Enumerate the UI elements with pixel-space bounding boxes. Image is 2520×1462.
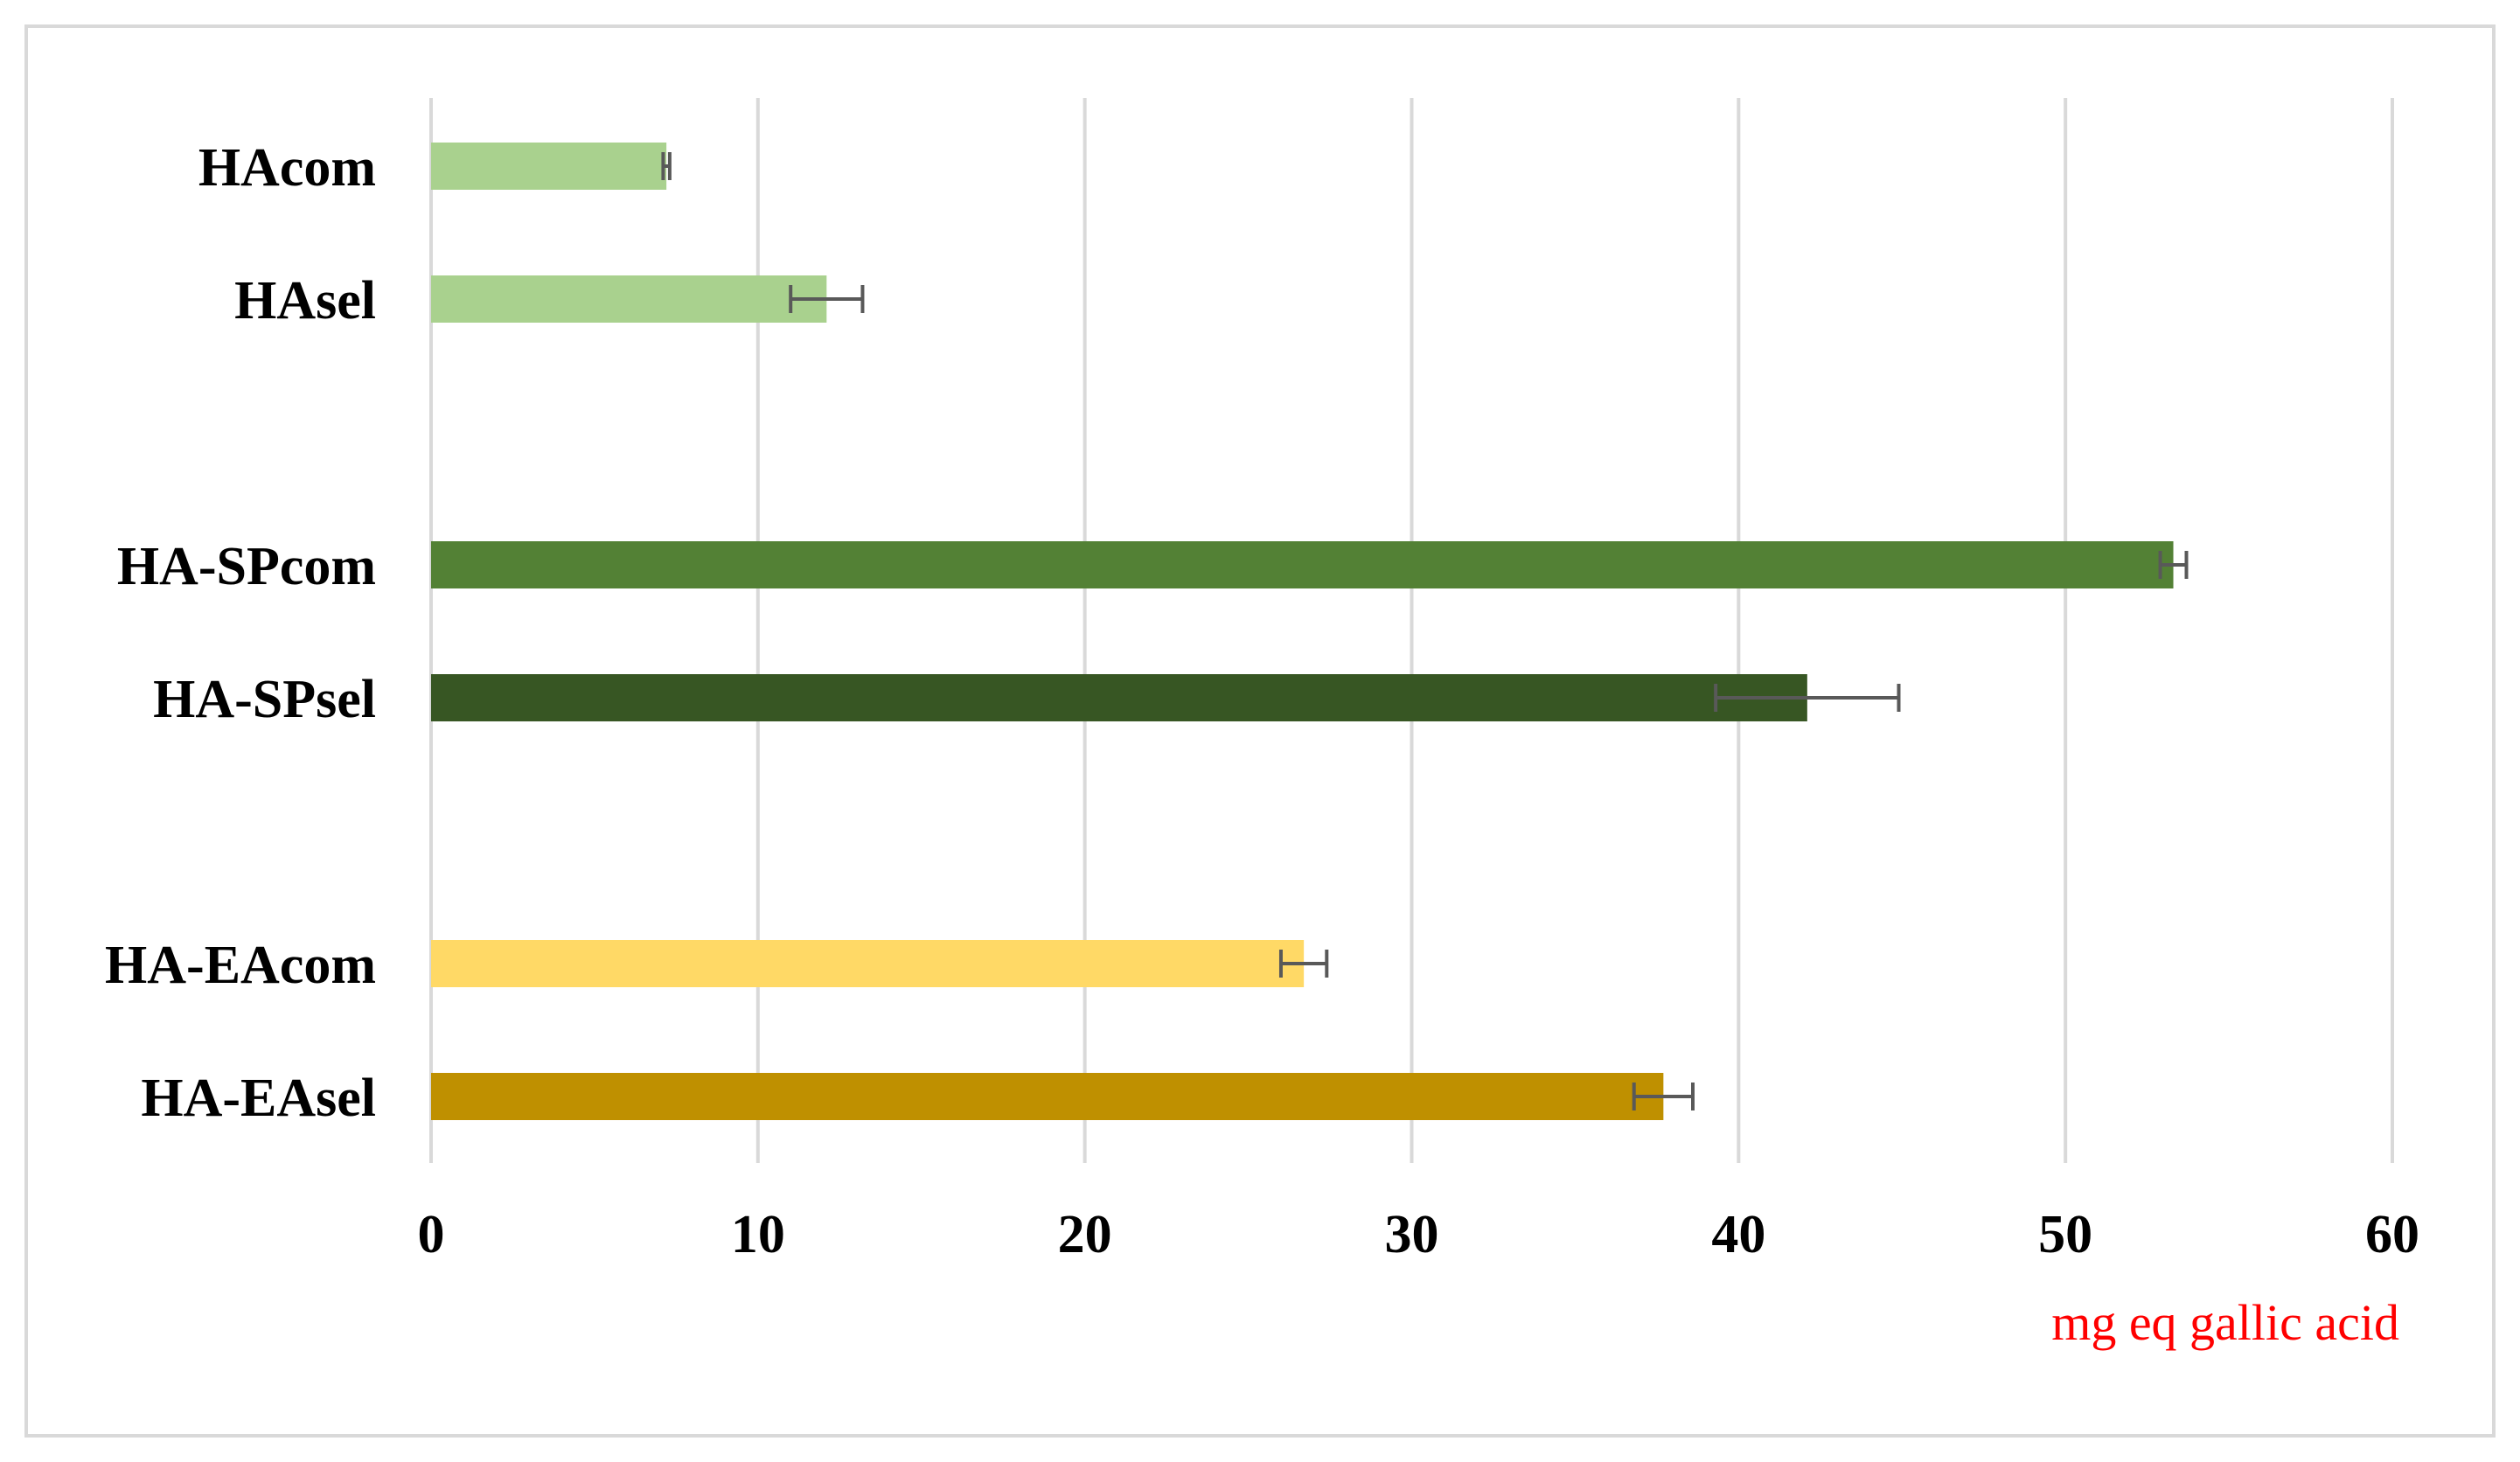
category-label: HA-SPcom: [117, 537, 376, 596]
x-tick-label: 30: [1385, 1205, 1439, 1264]
x-tick-label: 50: [2038, 1205, 2092, 1264]
category-label: HAsel: [234, 271, 376, 331]
x-tick-label: 0: [418, 1205, 445, 1264]
bar: [431, 1073, 1664, 1120]
category-label: HAcom: [198, 138, 376, 198]
bar: [431, 275, 827, 323]
category-label: HA-EAsel: [141, 1069, 376, 1128]
x-tick-label: 60: [2365, 1205, 2419, 1264]
x-tick-label: 40: [1711, 1205, 1765, 1264]
x-axis-label: mg eq gallic acid: [2051, 1294, 2399, 1351]
x-tick-label: 10: [731, 1205, 785, 1264]
category-label: HA-SPsel: [153, 670, 376, 729]
x-tick-label: 20: [1058, 1205, 1112, 1264]
chart-frame: [24, 24, 2496, 1438]
bar: [431, 143, 667, 190]
bar: [431, 674, 1807, 721]
bar: [431, 940, 1305, 987]
bar: [431, 541, 2174, 588]
category-label: HA-EAcom: [105, 936, 376, 995]
